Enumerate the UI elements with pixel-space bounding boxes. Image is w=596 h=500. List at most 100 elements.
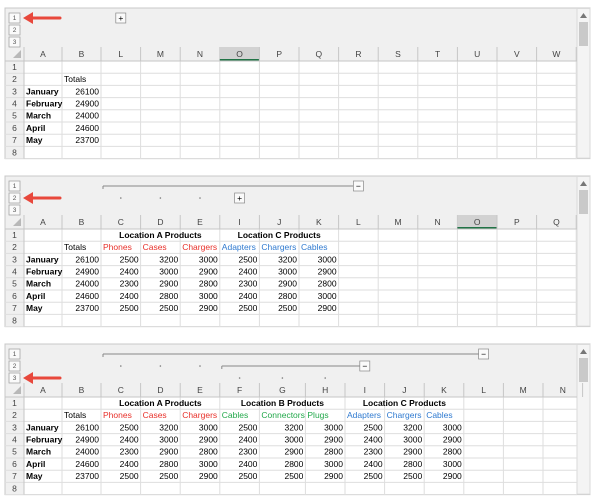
column-header: H — [322, 385, 328, 395]
cell: 23700 — [75, 471, 99, 481]
cell: February — [26, 434, 63, 444]
select-all-corner[interactable] — [13, 50, 21, 58]
cell: 24600 — [75, 123, 99, 133]
outline-level-label[interactable]: 2 — [13, 195, 17, 202]
column-header: N — [560, 385, 566, 395]
column-header: C — [118, 217, 124, 227]
column-label: Totals — [64, 74, 86, 84]
outline-level-button[interactable] — [8, 348, 21, 360]
row-header-gutter — [5, 47, 24, 159]
cell: 2500 — [159, 471, 178, 481]
cell: 3000 — [199, 459, 218, 469]
cell: 2800 — [278, 291, 297, 301]
scroll-up-arrow[interactable] — [580, 13, 587, 18]
cell: 3200 — [159, 254, 178, 264]
cell: 24000 — [75, 111, 99, 121]
outline-level-button[interactable] — [8, 12, 21, 24]
cell: 3000 — [199, 291, 218, 301]
column-header: B — [79, 385, 85, 395]
column-header: O — [236, 49, 243, 59]
outline-toggle[interactable] — [234, 192, 245, 204]
group-heading: Location B Products — [241, 398, 324, 408]
cell: 2800 — [199, 447, 218, 457]
scroll-thumb[interactable] — [579, 358, 588, 382]
outline-toggle[interactable] — [353, 180, 364, 192]
outline-toggle[interactable] — [478, 348, 489, 360]
outline-dot — [120, 197, 122, 199]
column-label: Cables — [301, 242, 327, 252]
cell: 3000 — [278, 266, 297, 276]
outline-toggle-symbol[interactable]: − — [481, 349, 486, 359]
column-header: T — [435, 49, 440, 59]
outline-toggle-symbol[interactable]: + — [118, 13, 123, 23]
scroll-up-arrow[interactable] — [580, 349, 587, 354]
scroll-thumb[interactable] — [579, 22, 588, 46]
cell: 3000 — [199, 254, 218, 264]
cell: 2400 — [120, 459, 139, 469]
outline-toggle-symbol[interactable]: + — [237, 193, 242, 203]
cell: 2800 — [443, 447, 462, 457]
column-label: Connectors — [261, 410, 304, 420]
outline-level-button[interactable] — [8, 204, 21, 216]
column-header: M — [157, 49, 164, 59]
cell: 2900 — [324, 471, 343, 481]
column-header: B — [79, 49, 85, 59]
select-all-corner[interactable] — [13, 218, 21, 226]
cell: 2500 — [364, 422, 383, 432]
outline-level-label[interactable]: 3 — [13, 207, 17, 214]
cell: 2300 — [238, 279, 257, 289]
cell: 26100 — [75, 86, 99, 96]
cell: April — [26, 123, 45, 133]
row-header: 8 — [12, 315, 17, 325]
outline-dot — [120, 365, 122, 367]
cell: 3200 — [284, 422, 303, 432]
select-all-corner[interactable] — [13, 386, 21, 394]
outline-level-label[interactable]: 3 — [13, 39, 17, 46]
outline-toggle[interactable] — [359, 360, 371, 372]
cell: 24000 — [75, 279, 99, 289]
outline-toggle-symbol[interactable]: − — [362, 361, 367, 371]
column-label: Chargers — [182, 410, 217, 420]
cell: 2500 — [159, 303, 178, 313]
cell: 2500 — [238, 303, 257, 313]
scroll-thumb[interactable] — [579, 190, 588, 214]
outline-level-button[interactable] — [8, 24, 21, 36]
outline-level-label[interactable]: 2 — [13, 363, 17, 370]
outline-level-button[interactable] — [8, 360, 21, 372]
outline-level-label[interactable]: 1 — [13, 183, 17, 190]
cell: April — [26, 459, 45, 469]
row-header: 2 — [12, 242, 17, 252]
cell: 24000 — [75, 447, 99, 457]
outline-level-label[interactable]: 2 — [13, 27, 17, 34]
outline-toggle[interactable] — [115, 12, 127, 24]
scroll-up-arrow[interactable] — [580, 181, 587, 186]
cell: 2800 — [324, 447, 343, 457]
outline-level-label[interactable]: 1 — [13, 351, 17, 358]
outline-level-label[interactable]: 3 — [13, 375, 17, 382]
column-header: D — [157, 385, 163, 395]
cell: 2800 — [318, 279, 337, 289]
outline-level-button[interactable] — [8, 36, 21, 48]
cell: 3200 — [278, 254, 297, 264]
outline-dot — [238, 377, 241, 379]
row-header-gutter — [5, 383, 24, 495]
column-header: E — [197, 385, 203, 395]
column-header: U — [474, 49, 480, 59]
cell: 2500 — [364, 471, 383, 481]
column-header: Q — [315, 49, 322, 59]
column-header: L — [356, 217, 361, 227]
outline-level-label[interactable]: 1 — [13, 15, 17, 22]
outline-level-button[interactable] — [8, 372, 21, 384]
row-header-gutter — [5, 215, 24, 327]
column-header: M — [520, 385, 527, 395]
cell: 3000 — [159, 434, 178, 444]
cell: 2900 — [318, 303, 337, 313]
column-header: P — [514, 217, 520, 227]
outline-toggle-symbol[interactable]: − — [356, 181, 361, 191]
cell: 3000 — [324, 422, 343, 432]
outline-level-button[interactable] — [8, 180, 21, 192]
row-header: 3 — [12, 254, 17, 264]
row-header: 1 — [12, 398, 17, 408]
cell: 2500 — [120, 422, 139, 432]
outline-level-button[interactable] — [8, 192, 21, 204]
